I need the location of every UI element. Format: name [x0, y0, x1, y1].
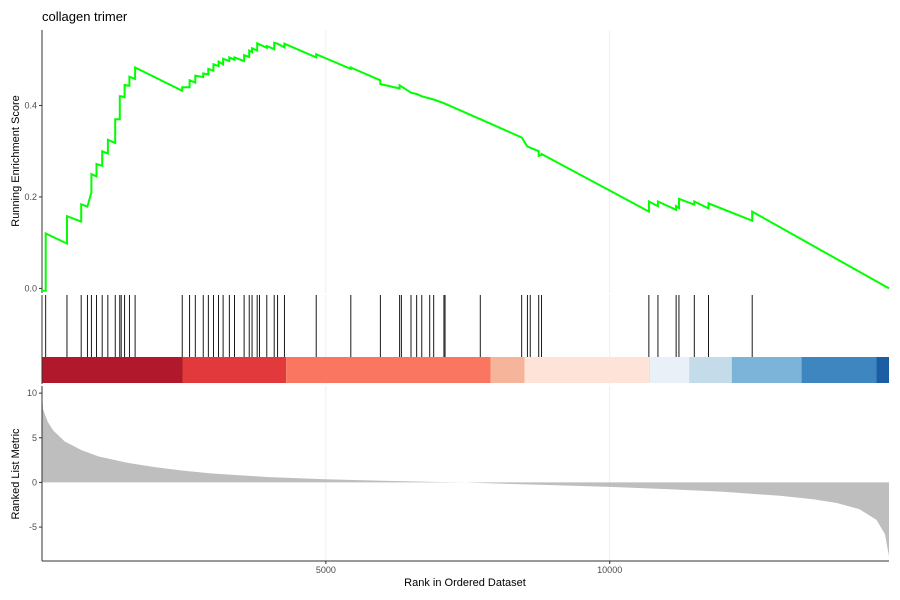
color-bar-segment — [42, 357, 183, 383]
color-bar-segment — [182, 357, 287, 383]
x-axis-title: Rank in Ordered Dataset — [404, 577, 526, 589]
enrichment-score-panel: 0.0 0.2 0.4 Running Enrichment Score — [10, 30, 890, 293]
es-y-axis-title: Running Enrichment Score — [10, 95, 22, 226]
color-bar-segment — [731, 357, 802, 383]
running-es-line — [42, 41, 890, 292]
color-bar-segment — [689, 357, 732, 383]
es-y-tick-label: 0.0 — [24, 283, 37, 293]
color-bar-segment — [649, 357, 690, 383]
ranked-list-gridlines — [325, 386, 611, 561]
hit-panel — [41, 295, 889, 384]
x-tick-label: 10000 — [597, 565, 622, 575]
color-bar-segment — [490, 357, 525, 383]
x-tick-label: 5000 — [316, 565, 336, 575]
ranked-y-axis-title: Ranked List Metric — [10, 428, 22, 520]
color-bar-segment — [524, 357, 650, 383]
color-bar-segment — [876, 357, 889, 383]
es-y-tick-label: 0.2 — [24, 192, 37, 202]
es-y-ticks: 0.0 0.2 0.4 — [24, 100, 42, 293]
es-gridlines — [325, 30, 611, 293]
rank-color-bar — [42, 357, 889, 383]
ranked-y-tick-label: -5 — [29, 522, 37, 532]
plot-title: collagen trimer — [42, 9, 128, 24]
color-bar-segment — [286, 357, 491, 383]
ranked-y-tick-label: 0 — [32, 477, 37, 487]
ranked-metric-area — [42, 393, 889, 557]
ranked-list-panel: -5 0 5 10 5000 10000 Ranked List Metric Rank… — [10, 386, 889, 589]
ranked-y-tick-label: 5 — [32, 433, 37, 443]
es-y-tick-label: 0.4 — [24, 100, 37, 110]
ranked-y-ticks: -5 0 5 10 — [27, 388, 42, 532]
color-bar-segment — [801, 357, 877, 383]
ranked-y-tick-label: 10 — [27, 388, 37, 398]
x-ticks: 5000 10000 — [316, 561, 622, 575]
